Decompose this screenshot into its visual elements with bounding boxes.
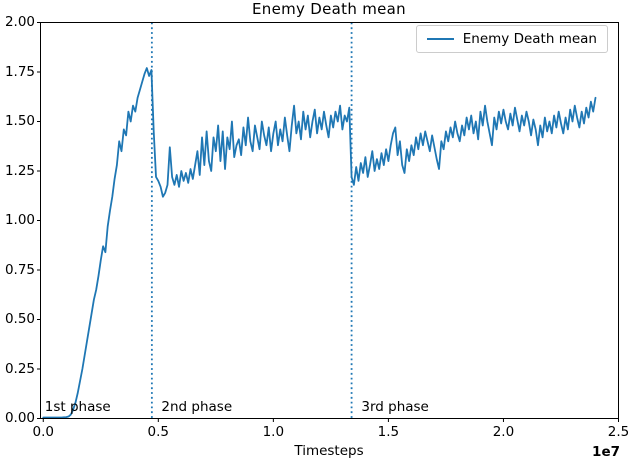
y-tick-label: 2.00 [4,14,35,30]
chart-title: Enemy Death mean [252,0,406,18]
x-tick-label: 2.0 [492,424,515,440]
y-tick-label: 0.00 [4,410,35,426]
legend-line-sample-icon [426,38,454,40]
y-tick-label: 1.25 [4,162,35,179]
x-axis-label: Timesteps [294,443,364,459]
y-tick-label: 0.25 [4,360,35,377]
legend: Enemy Death mean [415,25,608,53]
y-tick-label: 1.50 [4,113,35,129]
y-tick-label: 0.50 [4,311,35,327]
x-tick-label: 2.5 [607,424,628,440]
y-tick-label: 0.75 [4,261,35,278]
x-tick-label: 0.5 [147,424,170,440]
phase-annotation: 1st phase [44,398,111,415]
x-tick-label: 0.0 [32,424,54,440]
phase-annotation: 2nd phase [161,398,233,415]
phase-annotation: 3rd phase [361,398,429,415]
y-tick-label: 1.00 [4,212,35,228]
legend-label: Enemy Death mean [462,31,597,47]
x-axis-offset-label: 1e7 [592,444,620,460]
y-tick-label: 1.75 [4,63,35,80]
x-tick-label: 1.0 [262,424,285,440]
x-tick-label: 1.5 [377,424,400,440]
